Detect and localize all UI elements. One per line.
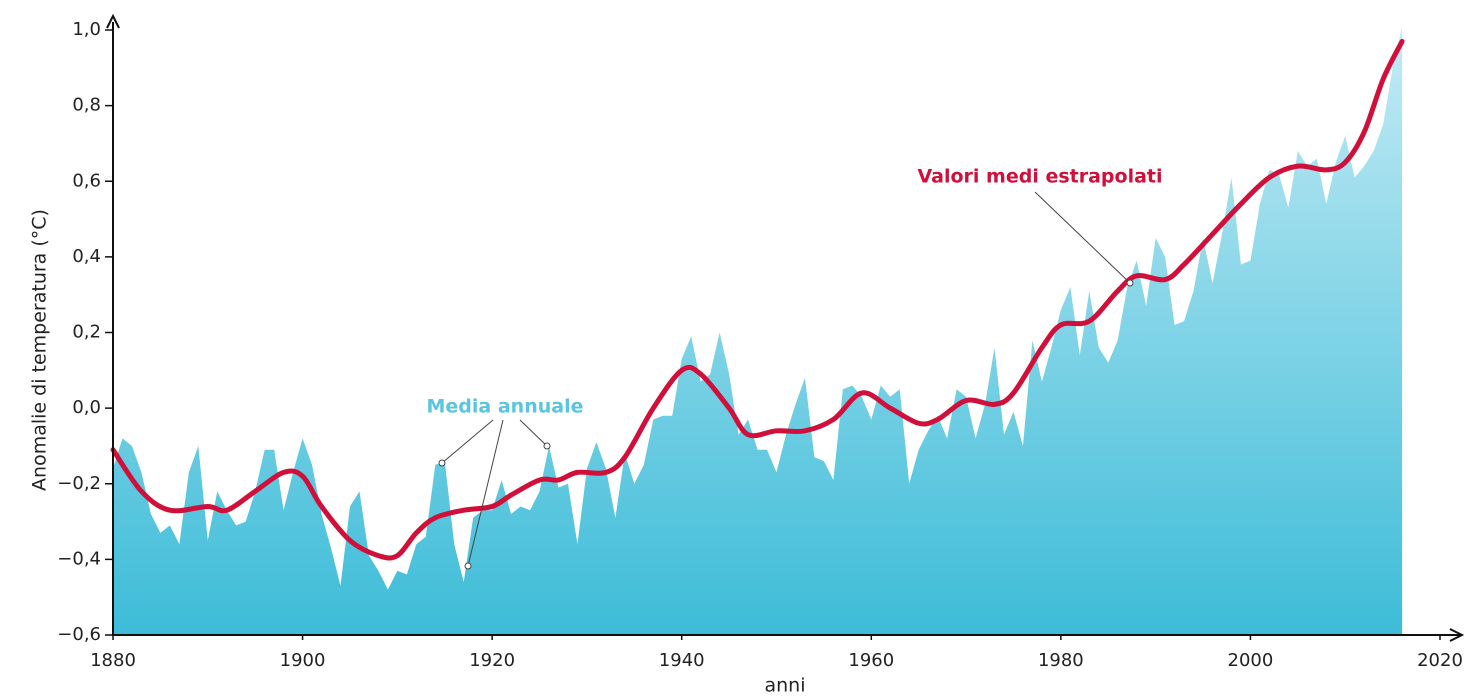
y-tick-label: 0,2 — [72, 322, 101, 343]
y-tick-label: −0,2 — [57, 473, 101, 494]
x-tick-label: 1940 — [659, 650, 705, 671]
y-tick-label: 0,6 — [72, 170, 101, 191]
y-tick-label: 0,0 — [72, 397, 101, 418]
x-tick-label: 1960 — [848, 650, 894, 671]
leader-dot — [464, 562, 472, 570]
x-tick-label: 1900 — [280, 650, 326, 671]
x-axis-arrow — [1449, 628, 1465, 642]
leader-line — [519, 419, 548, 447]
x-tick-label: 1920 — [469, 650, 515, 671]
y-tick-label: −0,6 — [57, 624, 101, 645]
x-tick-label: 2000 — [1228, 650, 1274, 671]
smoothed-line — [110, 38, 1405, 561]
x-tick-label: 1980 — [1038, 650, 1084, 671]
leader-line — [1034, 191, 1131, 284]
x-axis-label: anni — [764, 675, 805, 696]
annual-area — [113, 26, 1403, 635]
annotation: Valori medi estrapolati — [917, 166, 1162, 188]
y-axis-arrow — [106, 13, 120, 29]
leader-line — [441, 419, 494, 464]
y-axis-label: Anomalie di temperatura (°C) — [29, 209, 51, 491]
leader-line — [467, 419, 504, 567]
leader-dot — [543, 442, 551, 450]
y-tick-label: 0,4 — [72, 246, 101, 267]
y-tick-label: −0,4 — [57, 548, 101, 569]
annotation: Media annuale — [427, 396, 584, 418]
y-tick-label: 1,0 — [72, 19, 101, 40]
x-tick-label: 2020 — [1417, 650, 1463, 671]
y-tick-label: 0,8 — [72, 95, 101, 116]
leader-dot — [438, 459, 446, 467]
leader-dot — [1126, 279, 1134, 287]
x-tick-label: 1880 — [90, 650, 136, 671]
